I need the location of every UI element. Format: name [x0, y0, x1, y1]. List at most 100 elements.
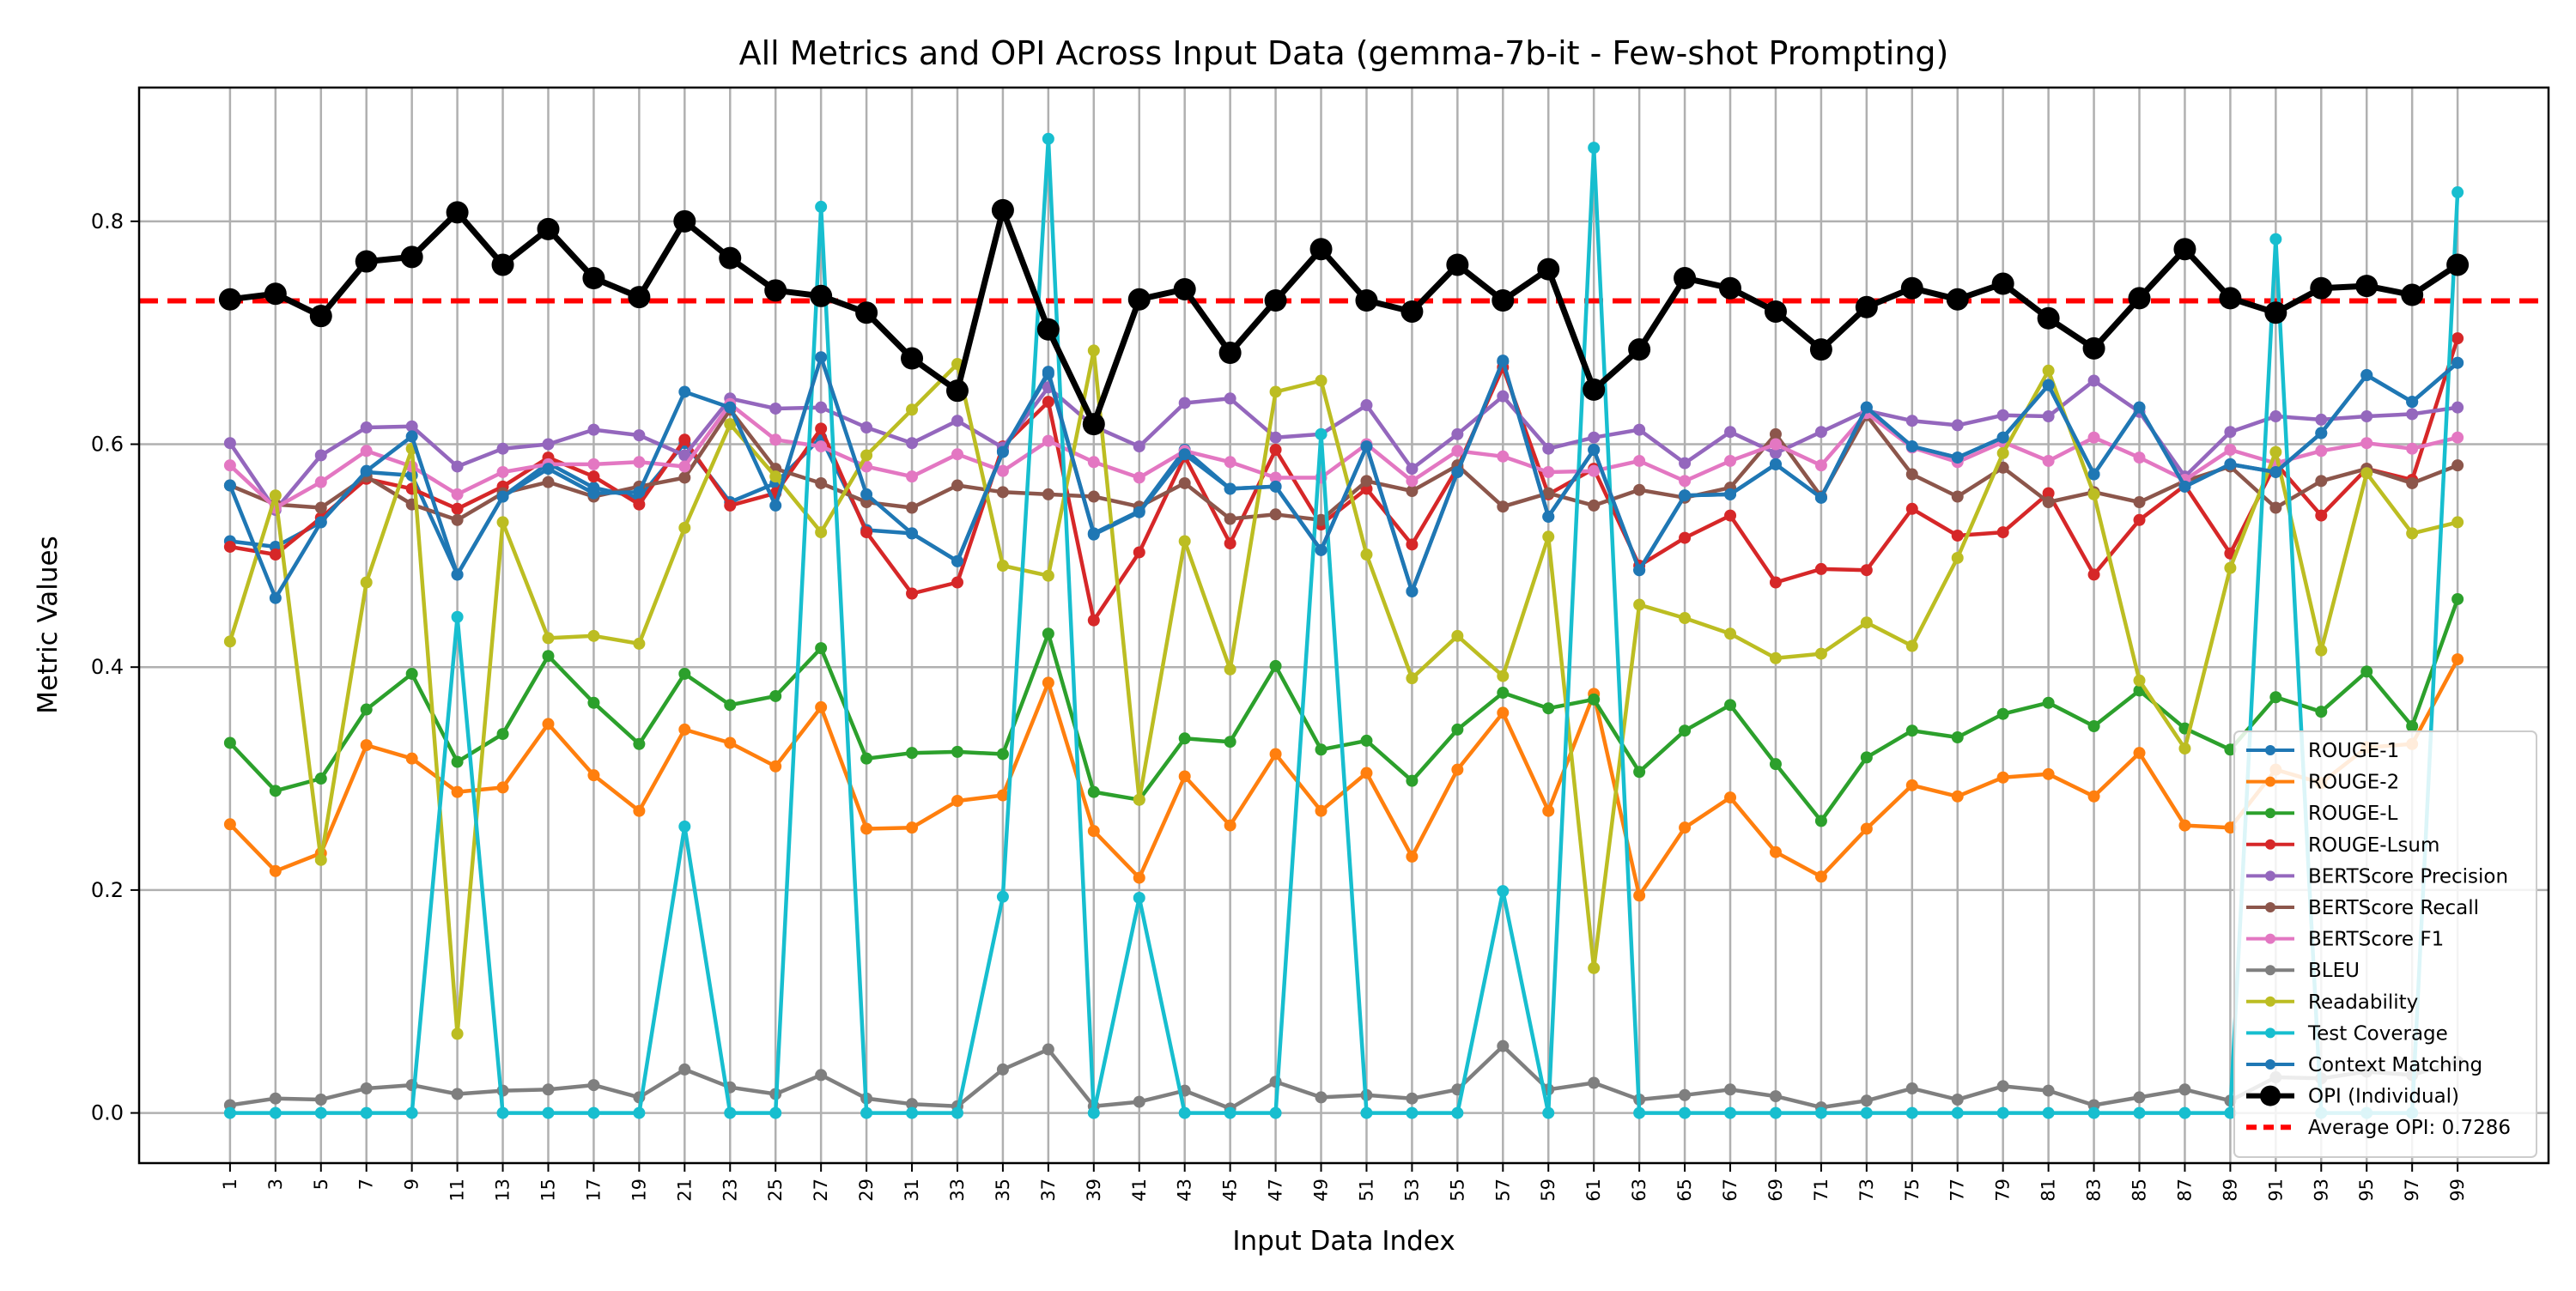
data-point	[1679, 1088, 1692, 1101]
data-point	[2360, 665, 2373, 678]
data-point	[815, 700, 828, 713]
data-point	[2178, 742, 2191, 755]
data-point	[2355, 275, 2379, 298]
data-point	[446, 201, 469, 224]
data-point	[582, 267, 605, 290]
data-point	[1996, 409, 2009, 421]
data-point	[2315, 509, 2328, 522]
data-point	[1406, 485, 1419, 498]
x-tick-label: 45	[1220, 1179, 1241, 1202]
data-point	[2042, 379, 2055, 391]
data-point	[2451, 186, 2464, 199]
legend-label: BERTScore Recall	[2308, 897, 2479, 919]
legend-marker	[2265, 965, 2275, 976]
data-point	[1269, 471, 1282, 484]
legend-marker	[2265, 745, 2275, 755]
data-point	[587, 423, 600, 436]
data-point	[1451, 723, 1464, 736]
data-point	[1996, 431, 2009, 444]
data-point	[1406, 672, 1419, 685]
data-point	[633, 737, 646, 750]
data-point	[1724, 699, 1737, 712]
data-point	[1679, 724, 1692, 737]
data-point	[906, 501, 919, 514]
data-point	[724, 736, 737, 749]
data-point	[1900, 276, 1923, 300]
data-point	[1814, 647, 1827, 660]
data-point	[1905, 639, 1918, 652]
data-point	[678, 723, 691, 736]
data-point	[724, 699, 737, 712]
data-point	[496, 442, 509, 455]
data-point	[451, 1088, 464, 1100]
series-line	[228, 379, 2458, 512]
data-point	[2042, 1084, 2055, 1097]
series-test-coverage	[223, 132, 2464, 1119]
data-point	[1497, 450, 1510, 463]
legend-entry: Test Coverage	[2246, 1022, 2448, 1045]
data-point	[1769, 846, 1782, 858]
data-point	[1951, 790, 1964, 803]
data-point	[2451, 516, 2464, 529]
data-point	[1996, 1080, 2009, 1093]
data-point	[2315, 445, 2328, 458]
data-point	[901, 347, 924, 370]
data-point	[1951, 490, 1964, 503]
data-point	[1400, 300, 1424, 323]
x-tick-label: 9	[402, 1179, 422, 1190]
data-point	[2042, 487, 2055, 500]
legend-marker	[2265, 996, 2275, 1007]
data-point	[678, 433, 691, 446]
data-point	[1360, 549, 1373, 561]
data-point	[1628, 338, 1651, 361]
data-point	[1583, 378, 1606, 401]
data-point	[996, 486, 1009, 499]
data-point	[269, 591, 282, 604]
data-point	[587, 458, 600, 470]
data-point	[1814, 459, 1827, 472]
data-point	[1451, 465, 1464, 478]
data-point	[1224, 537, 1236, 550]
data-point	[1996, 1106, 2009, 1119]
data-point	[360, 464, 373, 477]
data-point	[1315, 543, 1327, 556]
x-tick-label: 83	[2084, 1179, 2105, 1202]
data-point	[309, 305, 332, 328]
data-point	[451, 460, 464, 473]
data-point	[2178, 480, 2191, 493]
x-tick-label: 99	[2447, 1179, 2468, 1202]
data-point	[587, 470, 600, 483]
data-point	[2269, 501, 2282, 514]
data-point	[1905, 468, 1918, 481]
data-point	[1451, 763, 1464, 776]
data-point	[2133, 496, 2146, 509]
x-tick-label: 91	[2265, 1179, 2286, 1202]
data-point	[1451, 445, 1464, 458]
data-point	[1178, 535, 1191, 548]
data-point	[2128, 287, 2151, 310]
data-point	[1537, 258, 1560, 281]
data-point	[1087, 490, 1100, 503]
data-point	[496, 728, 509, 741]
data-point	[2360, 437, 2373, 450]
data-point	[951, 745, 963, 758]
data-point	[1542, 487, 1555, 500]
series-readability	[223, 344, 2464, 1040]
data-point	[2042, 364, 2055, 377]
x-tick-label: 59	[1538, 1179, 1558, 1202]
x-tick-label: 93	[2311, 1179, 2331, 1202]
data-point	[496, 516, 509, 529]
data-point	[2360, 467, 2373, 480]
data-point	[1769, 1106, 1782, 1119]
data-point	[1178, 1106, 1191, 1119]
legend-entry: BERTScore Recall	[2246, 897, 2479, 919]
data-point	[1724, 1083, 1737, 1096]
data-point	[1860, 1106, 1873, 1119]
data-point	[496, 1106, 509, 1119]
data-point	[1724, 627, 1737, 640]
data-point	[1588, 499, 1601, 512]
data-point	[633, 804, 646, 817]
data-point	[2360, 410, 2373, 423]
x-tick-label: 35	[993, 1179, 1013, 1202]
